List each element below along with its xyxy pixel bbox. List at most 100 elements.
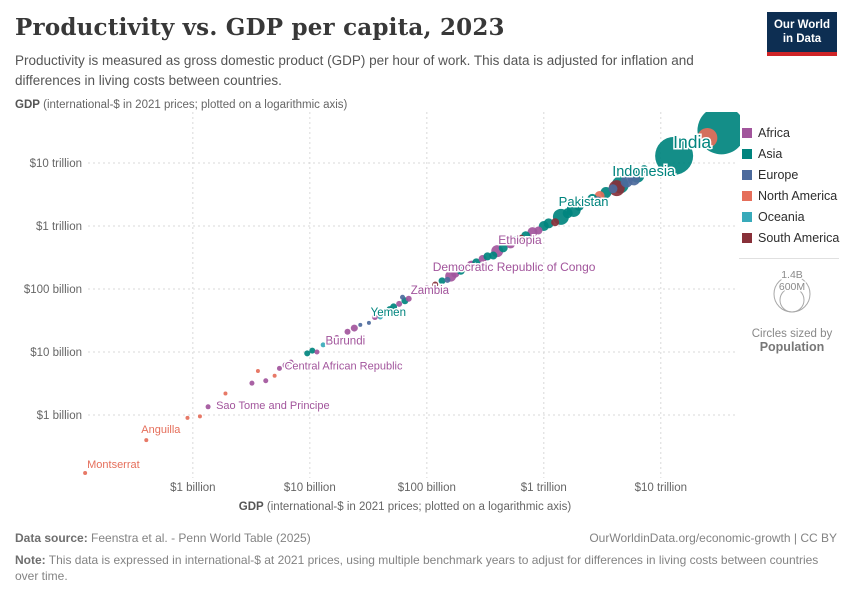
- country-label-ethiopia[interactable]: Ethiopia: [497, 232, 544, 249]
- data-point[interactable]: [444, 276, 451, 283]
- data-source-text: Feenstra et al. - Penn World Table (2025…: [87, 531, 311, 545]
- data-point[interactable]: [314, 349, 320, 355]
- data-point[interactable]: [320, 342, 326, 348]
- data-point[interactable]: [288, 359, 294, 365]
- note-line: Note: This data is expressed in internat…: [15, 552, 821, 584]
- data-point[interactable]: [371, 313, 378, 320]
- owid-link[interactable]: OurWorldinData.org/economic-growth | CC …: [589, 531, 837, 545]
- y-axis-title-rest: (international-$ in 2021 prices; plotted…: [39, 99, 348, 111]
- legend-swatch: [742, 149, 752, 159]
- country-label-anguilla[interactable]: Anguilla: [140, 423, 183, 438]
- data-point-burundi[interactable]: [344, 328, 351, 335]
- owid-logo-accent-bar: [767, 51, 837, 56]
- data-point[interactable]: [462, 264, 470, 272]
- data-point[interactable]: [472, 258, 481, 267]
- data-point[interactable]: [309, 347, 316, 354]
- size-legend-graphic: 1.4B 600M: [773, 268, 811, 313]
- country-label-indonesia[interactable]: Indonesia: [611, 162, 678, 181]
- size-circle-small: [779, 287, 805, 313]
- country-label-yemen[interactable]: Yemen: [369, 305, 407, 320]
- data-point-anguilla[interactable]: [144, 438, 149, 443]
- x-axis-title: GDP (international-$ in 2021 prices; plo…: [0, 501, 810, 513]
- x-axis-title-bold: GDP: [238, 501, 264, 513]
- data-point[interactable]: [574, 200, 585, 211]
- owid-logo-line2: in Data: [782, 33, 822, 46]
- data-point[interactable]: [543, 218, 554, 229]
- country-label-montserrat[interactable]: Montserrat: [86, 458, 142, 473]
- data-point-central-african-republic[interactable]: [276, 365, 282, 371]
- data-point[interactable]: [358, 322, 363, 327]
- country-label-india[interactable]: India: [672, 130, 713, 153]
- y-axis-tick-label: $10 billion: [30, 347, 82, 359]
- data-point[interactable]: [534, 226, 543, 235]
- data-point[interactable]: [432, 281, 439, 288]
- data-point[interactable]: [400, 294, 406, 300]
- data-point[interactable]: [423, 285, 431, 293]
- data-point[interactable]: [386, 306, 393, 313]
- data-point[interactable]: [489, 251, 498, 260]
- country-label-burundi[interactable]: Burundi: [324, 334, 367, 349]
- data-point[interactable]: [608, 184, 618, 194]
- data-point[interactable]: [255, 368, 260, 373]
- legend-item-africa[interactable]: Africa: [742, 126, 848, 140]
- data-point[interactable]: [697, 127, 718, 148]
- data-point[interactable]: [223, 391, 228, 396]
- data-point[interactable]: [350, 324, 358, 332]
- owid-logo[interactable]: Our World in Data: [767, 12, 837, 56]
- y-axis-tick-label: $1 trillion: [36, 221, 82, 233]
- data-point[interactable]: [185, 415, 190, 420]
- y-axis-tick-label: $1 billion: [37, 410, 82, 422]
- data-source-line: Data source: Feenstra et al. - Penn Worl…: [15, 531, 311, 545]
- legend-item-label: Africa: [758, 126, 790, 140]
- data-point[interactable]: [517, 234, 525, 242]
- size-label-big: 1.4B: [781, 269, 803, 281]
- legend-item-europe[interactable]: Europe: [742, 168, 848, 182]
- y-axis-title-bold: GDP: [15, 99, 40, 111]
- data-point[interactable]: [366, 320, 371, 325]
- data-point[interactable]: [510, 236, 519, 245]
- data-point[interactable]: [640, 165, 649, 174]
- data-point[interactable]: [627, 173, 640, 186]
- country-label-central-african-republic[interactable]: Central African Republic: [283, 359, 405, 374]
- x-axis-tick-label: $1 trillion: [521, 482, 567, 494]
- data-point[interactable]: [263, 378, 269, 384]
- data-point[interactable]: [304, 350, 311, 357]
- data-point-india[interactable]: [655, 136, 694, 175]
- data-point[interactable]: [272, 373, 277, 378]
- country-label-zambia[interactable]: Zambia: [409, 283, 451, 298]
- data-point[interactable]: [562, 208, 573, 219]
- data-point[interactable]: [197, 414, 202, 419]
- legend-item-label: Asia: [758, 147, 783, 161]
- legend-item-asia[interactable]: Asia: [742, 147, 848, 161]
- data-point-montserrat[interactable]: [83, 471, 88, 476]
- data-point[interactable]: [438, 277, 446, 285]
- data-point[interactable]: [282, 362, 289, 369]
- data-point-sao-tome-and-principe[interactable]: [205, 404, 211, 410]
- data-point[interactable]: [551, 218, 560, 227]
- data-point[interactable]: [334, 334, 340, 340]
- size-legend-caption-bold: Population: [759, 340, 825, 354]
- legend-item-label: South America: [758, 231, 840, 245]
- legend-item-oceania[interactable]: Oceania: [742, 210, 848, 224]
- data-point[interactable]: [498, 243, 508, 253]
- x-axis-tick-label: $10 trillion: [635, 482, 687, 494]
- data-point[interactable]: [377, 314, 383, 320]
- legend-item-north-america[interactable]: North America: [742, 189, 848, 203]
- data-point[interactable]: [593, 196, 603, 206]
- legend-item-south-america[interactable]: South America: [742, 231, 848, 245]
- note-label: Note:: [15, 553, 46, 567]
- legend-swatch: [742, 128, 752, 138]
- data-point[interactable]: [396, 300, 403, 307]
- data-point[interactable]: [326, 339, 332, 345]
- data-point-zambia[interactable]: [405, 295, 412, 302]
- chart-header: Productivity vs. GDP per capita, 2023 Pr…: [15, 14, 755, 92]
- x-axis-tick-label: $1 billion: [170, 482, 215, 494]
- country-label-democratic-republic-of-congo[interactable]: Democratic Republic of Congo: [431, 259, 597, 276]
- size-legend-caption: Circles sized by: [751, 328, 833, 340]
- country-label-sao-tome-and-principe[interactable]: Sao Tome and Principe: [215, 398, 332, 413]
- country-label-pakistan[interactable]: Pakistan: [557, 192, 610, 210]
- data-point[interactable]: [417, 289, 424, 296]
- data-point[interactable]: [249, 380, 255, 386]
- chart-footer: Data source: Feenstra et al. - Penn Worl…: [15, 531, 837, 584]
